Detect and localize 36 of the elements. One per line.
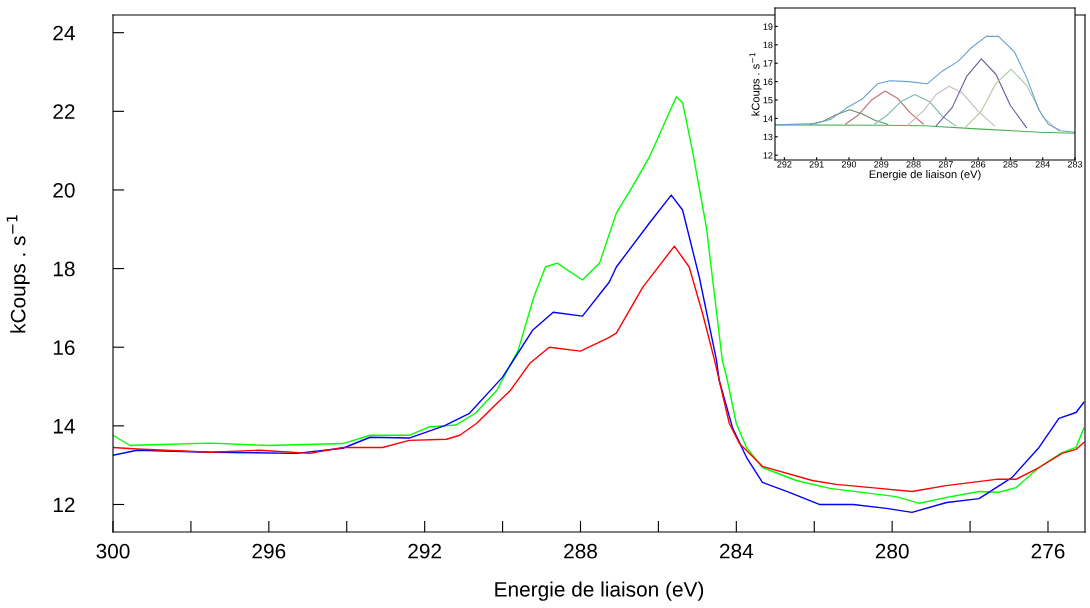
y-tick-label: 24 (53, 25, 75, 41)
x-tick-label: 285 (1003, 161, 1018, 168)
x-tick-label: 276 (1031, 543, 1065, 559)
x-axis-title: Energie de liaison (eV) (869, 169, 981, 181)
x-tick-label: 287 (938, 161, 953, 168)
y-tick-label: 16 (763, 78, 773, 85)
y-tick-label: 20 (53, 182, 75, 198)
y-tick-label: 14 (763, 115, 773, 122)
x-tick-label: 288 (564, 543, 597, 559)
x-tick-label: 300 (96, 543, 130, 559)
x-tick-label: 288 (906, 161, 921, 168)
x-tick-label: 292 (777, 161, 792, 168)
y-tick-label: 12 (763, 152, 773, 159)
y-axis-title: kCoups . s$^{−1}$ (6, 215, 30, 333)
y-tick-label: 16 (53, 340, 75, 355)
y-tick-label: 18 (53, 261, 75, 277)
x-tick-label: 284 (1035, 161, 1050, 168)
x-tick-label: 291 (809, 161, 824, 168)
x-tick-label: 284 (720, 543, 754, 559)
y-tick-label: 22 (53, 104, 75, 119)
y-tick-label: 17 (763, 60, 773, 67)
x-tick-label: 286 (971, 161, 986, 168)
y-tick-label: 19 (763, 23, 773, 30)
y-tick-label: 15 (763, 97, 773, 104)
y-tick-label: 13 (763, 133, 773, 141)
x-tick-label: 289 (874, 161, 889, 168)
x-tick-label: 296 (252, 543, 286, 559)
x-tick-label: 292 (408, 543, 441, 559)
x-tick-label: 290 (841, 161, 857, 168)
x-tick-label: 280 (875, 543, 909, 559)
y-tick-label: 12 (53, 497, 75, 513)
x-tick-label: 283 (1067, 161, 1083, 168)
x-axis-title: Energie de liaison (eV) (495, 581, 704, 601)
y-tick-label: 18 (763, 41, 773, 49)
y-tick-label: 14 (53, 419, 75, 434)
y-axis-title: kCoups . s$^{−1}$ (749, 52, 762, 116)
